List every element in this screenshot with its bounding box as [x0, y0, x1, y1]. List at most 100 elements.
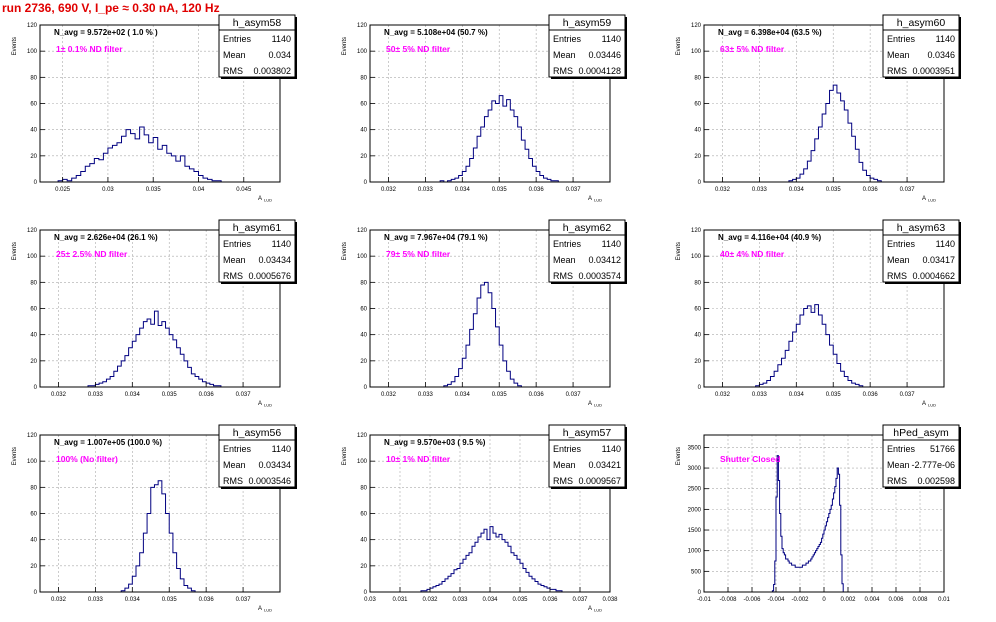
x-tick-label: 0.035 — [492, 392, 508, 398]
x-tick-label: 0.032 — [381, 187, 397, 193]
stats-value: 0.03417 — [922, 255, 955, 265]
n-avg-annotation: N_avg = 7.967e+04 (79.1 %) — [384, 233, 488, 242]
x-tick-label: 0.033 — [452, 597, 468, 603]
y-tick-label: 20 — [360, 359, 367, 365]
y-tick-label: 1000 — [688, 549, 702, 555]
histogram-line — [40, 126, 280, 182]
x-tick-label: 0.008 — [912, 597, 928, 603]
y-tick-label: 100 — [691, 254, 702, 260]
y-tick-label: 120 — [357, 23, 368, 29]
x-tick-label: 0.032 — [715, 392, 731, 398]
filter-label: 50± 5% ND filter — [386, 44, 451, 54]
y-tick-label: 60 — [360, 102, 367, 108]
panel-h_asym56: 0.032 0.033 0.034 0.035 0.036 0.037 0 20 40 60 80 1… — [12, 424, 297, 613]
stats-label: Entries — [553, 34, 582, 44]
stats-value: 0.0346 — [927, 50, 955, 60]
y-tick-label: 0 — [34, 180, 38, 186]
y-tick-label: 80 — [694, 280, 701, 286]
y-tick-label: 0 — [698, 385, 702, 391]
filter-label: 40± 4% ND filter — [720, 249, 785, 259]
stats-label: RMS — [553, 271, 573, 281]
x-tick-label: 0.032 — [381, 392, 397, 398]
stats-value: 1140 — [936, 34, 955, 44]
x-tick-label: 0.034 — [455, 392, 471, 398]
y-tick-label: 0 — [364, 385, 368, 391]
x-tick-label: 0.037 — [900, 392, 916, 398]
stats-label: Mean — [223, 50, 246, 60]
stats-box-title: h_asym57 — [563, 427, 612, 439]
y-tick-label: 20 — [30, 564, 37, 570]
n-avg-annotation: N_avg = 5.108e+04 (50.7 %) — [384, 28, 488, 37]
y-tick-label: 0 — [364, 180, 368, 186]
stats-value: 0.03412 — [588, 255, 621, 265]
y-tick-label: 80 — [30, 485, 37, 491]
x-tick-label: 0.033 — [88, 597, 104, 603]
y-tick-label: 60 — [694, 307, 701, 313]
x-tick-label: 0.035 — [826, 392, 842, 398]
y-tick-label: 120 — [691, 23, 702, 29]
x-tick-label: 0.032 — [715, 187, 731, 193]
stats-value: 1140 — [602, 444, 621, 454]
stats-value: 0.0005676 — [248, 271, 291, 281]
y-tick-label: 20 — [30, 154, 37, 160]
y-axis-label: Events — [342, 447, 348, 465]
x-tick-label: 0.004 — [864, 597, 880, 603]
stats-box-title: h_asym62 — [563, 222, 612, 234]
y-tick-label: 60 — [30, 512, 37, 518]
x-tick-label: 0.034 — [789, 187, 805, 193]
x-tick-label: 0.032 — [422, 597, 438, 603]
stats-value: 0.034 — [268, 50, 291, 60]
y-axis-label: Events — [676, 447, 682, 465]
x-tick-label: 0.035 — [826, 187, 842, 193]
y-tick-label: 20 — [694, 359, 701, 365]
stats-box-frame — [548, 219, 626, 283]
stats-box: h_asym60 Entries 1140 Mean 0.0346 RMS 0.000395… — [882, 14, 961, 79]
stats-value: 0.03434 — [258, 255, 291, 265]
x-tick-label: 0.037 — [236, 392, 252, 398]
x-tick-label: 0.035 — [146, 187, 162, 193]
x-tick-label: 0.036 — [529, 187, 545, 193]
y-tick-label: 120 — [691, 228, 702, 234]
stats-label: RMS — [553, 476, 573, 486]
stats-value: 1140 — [602, 34, 621, 44]
x-tick-label: 0.031 — [392, 597, 408, 603]
y-tick-label: 60 — [30, 307, 37, 313]
x-tick-label: -0.004 — [767, 597, 785, 603]
y-tick-label: 20 — [360, 154, 367, 160]
y-tick-label: 20 — [694, 154, 701, 160]
x-tick-label: 0.032 — [51, 392, 67, 398]
histogram-line — [370, 526, 610, 592]
stats-label: Entries — [887, 34, 916, 44]
x-tick-label: 0.034 — [789, 392, 805, 398]
stats-label: Entries — [887, 444, 916, 454]
histogram-line — [370, 95, 610, 182]
y-tick-label: 3500 — [688, 445, 702, 451]
y-tick-label: 40 — [30, 538, 37, 544]
stats-box: h_asym57 Entries 1140 Mean 0.03421 RMS 0.00095… — [548, 424, 627, 489]
x-axis-label: A LUD — [258, 196, 272, 203]
x-tick-label: 0.036 — [529, 392, 545, 398]
x-axis-label: A LUD — [258, 606, 272, 613]
y-tick-label: 40 — [694, 128, 701, 134]
run-title: run 2736, 690 V, I_pe ≈ 0.30 nA, 120 Hz — [2, 1, 220, 15]
x-tick-label: 0.035 — [162, 392, 178, 398]
x-tick-label: 0.025 — [55, 187, 71, 193]
x-axis-label: A LUD — [922, 196, 936, 203]
stats-value: 0.03421 — [588, 460, 621, 470]
x-tick-label: 0.045 — [236, 187, 252, 193]
x-tick-label: 0.036 — [199, 597, 215, 603]
y-tick-label: 40 — [30, 128, 37, 134]
histogram-line — [704, 304, 944, 387]
x-axis-label: A LUD — [588, 196, 602, 203]
y-axis-label: Events — [342, 37, 348, 55]
y-tick-label: 40 — [30, 333, 37, 339]
y-tick-label: 80 — [360, 485, 367, 491]
y-tick-label: 60 — [694, 102, 701, 108]
x-tick-label: 0.034 — [125, 597, 141, 603]
stats-value: 1140 — [272, 34, 291, 44]
x-tick-label: 0.002 — [840, 597, 856, 603]
x-axis-label: A LUD — [588, 401, 602, 408]
x-tick-label: -0.002 — [791, 597, 809, 603]
y-tick-label: 20 — [360, 564, 367, 570]
y-tick-label: 100 — [27, 254, 38, 260]
